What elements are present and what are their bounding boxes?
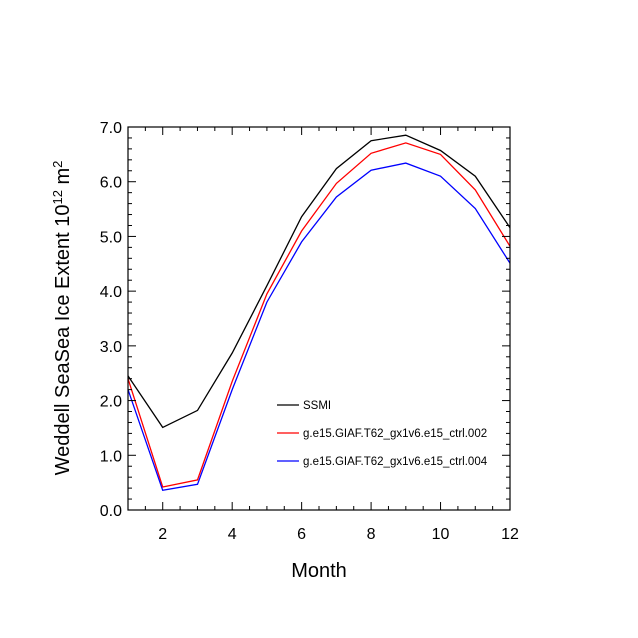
x-tick-label: 6 [297,526,306,543]
y-tick-label: 7.0 [100,120,122,137]
legend-label-3: g.e15.GIAF.T62_gx1v6.e15_ctrl.004 [303,456,488,468]
axis-ticks [127,126,511,511]
y-tick-label: 5.0 [100,229,122,246]
legend-label-2: g.e15.GIAF.T62_gx1v6.e15_ctrl.002 [303,428,487,440]
x-tick-label: 4 [228,526,237,543]
series-line-1 [127,134,511,429]
y-tick-label: 1.0 [100,448,122,465]
plot-frame [127,126,511,511]
y-tick-label: 2.0 [100,394,122,411]
y-axis-label-exponent: 12 [50,190,65,204]
series-lines [127,134,511,492]
x-tick-label: 8 [367,526,376,543]
x-tick-label: 2 [158,526,167,543]
x-axis-label: Month [291,560,347,582]
x-tick-label: 12 [501,526,519,543]
y-tick-label: 3.0 [100,339,122,356]
y-axis-label-main: Weddell SeaSea Ice Extent 10 [52,205,74,476]
tick-labels: 2 4 6 8 10 12 0.0 1.0 2.0 3.0 4.0 5.0 6.0 7.0 [100,120,519,543]
y-tick-label: 0.0 [100,503,122,520]
series-line-2 [127,142,511,488]
y-axis-label-unit-exponent: 2 [50,161,65,168]
y-tick-label: 4.0 [100,284,122,301]
y-tick-label: 6.0 [100,175,122,192]
series-line-3 [127,162,511,492]
legend-label-1: SSMI [303,400,331,412]
legend: SSMI g.e15.GIAF.T62_gx1v6.e15_ctrl.002 g.e… [277,400,488,468]
y-axis-label: Weddell SeaSea Ice Extent 1012 m2 [50,161,75,476]
y-axis-label-unit: m [52,168,74,190]
x-tick-label: 10 [432,526,450,543]
